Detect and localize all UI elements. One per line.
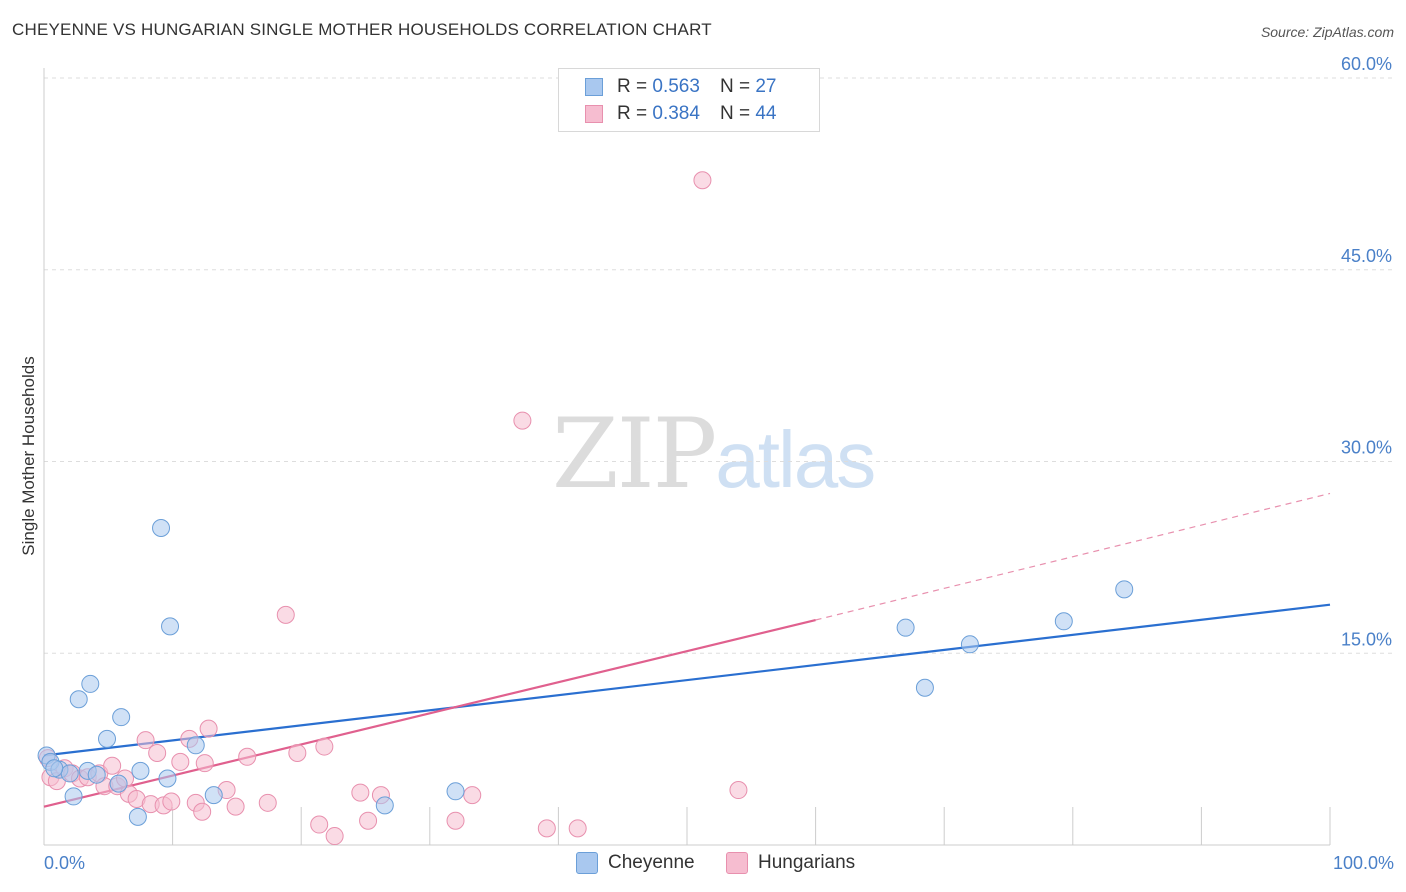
n-value: 27: [755, 76, 777, 97]
legend-row-hungarian: R = 0.384 N = 44: [585, 101, 776, 127]
cheyenne-point: [1115, 580, 1134, 599]
cheyenne-legend-swatch: [576, 852, 598, 874]
cheyenne-point: [186, 736, 205, 755]
series-legend: Cheyenne Hungarians: [0, 852, 1406, 878]
legend-item-hungarians[interactable]: Hungarians: [726, 852, 855, 874]
cheyenne-point: [131, 761, 150, 780]
hungarian-point: [171, 752, 190, 771]
trend-layer: [43, 492, 1331, 808]
hungarian-point: [288, 743, 307, 762]
hungarian-point: [103, 756, 122, 775]
hungarian-point: [136, 731, 155, 750]
legend-row-cheyenne: R = 0.563 N = 27: [585, 74, 776, 100]
hungarians-legend-swatch: [726, 852, 748, 874]
hungarian-point: [693, 171, 712, 190]
legend-label-hungarians: Hungarians: [758, 852, 856, 873]
hungarian-point: [513, 411, 532, 430]
cheyenne-point: [1054, 612, 1073, 631]
hungarian-point: [351, 783, 370, 802]
hungarian-point: [162, 792, 181, 811]
hungarian-point: [238, 747, 257, 766]
cheyenne-point: [896, 618, 915, 637]
cheyenne-point: [158, 769, 177, 788]
hungarian-point: [325, 827, 344, 846]
n-label: N =: [719, 76, 751, 97]
cheyenne-point: [128, 807, 147, 826]
hungarian-point: [359, 811, 378, 830]
cheyenne-point: [112, 708, 131, 727]
x-tick-label: 100.0%: [1333, 853, 1394, 873]
r-value: 0.384: [652, 103, 700, 124]
grid-layer: [44, 77, 1392, 654]
hungarian-point: [537, 819, 556, 838]
hungarian-point: [310, 815, 329, 834]
legend-item-cheyenne[interactable]: Cheyenne: [576, 852, 695, 874]
cheyenne-point: [960, 635, 979, 654]
hungarian-trend-extension: [815, 492, 1331, 621]
cheyenne-point: [64, 787, 83, 806]
cheyenne-point: [161, 617, 180, 636]
source-label: Source: ZipAtlas.com: [1260, 24, 1394, 40]
y-tick-label: 60.0%: [1341, 54, 1392, 74]
y-tick-label: 45.0%: [1341, 246, 1392, 266]
hungarian-point: [195, 754, 214, 773]
y-axis-title: Single Mother Households: [19, 356, 38, 555]
hungarian-point: [226, 797, 245, 816]
cheyenne-point: [81, 674, 100, 693]
cheyenne-point: [98, 729, 117, 748]
correlation-legend: R = 0.563 N = 27 R = 0.384 N = 44: [558, 68, 820, 132]
cheyenne-point: [446, 782, 465, 801]
axis-layer: [43, 68, 1331, 846]
cheyenne-swatch: [585, 78, 603, 96]
hungarian-point: [446, 811, 465, 830]
y-tick-label: 15.0%: [1341, 629, 1392, 649]
hungarian-point: [276, 605, 295, 624]
hungarian-point: [568, 819, 587, 838]
cheyenne-point: [109, 774, 128, 793]
r-value: 0.563: [652, 76, 700, 97]
cheyenne-point: [204, 786, 223, 805]
n-value: 44: [755, 103, 777, 124]
cheyenne-point: [69, 690, 88, 709]
cheyenne-trend-line: [43, 603, 1331, 757]
y-tick-label: 30.0%: [1341, 438, 1392, 458]
legend-label-cheyenne: Cheyenne: [608, 852, 695, 873]
cheyenne-point: [87, 765, 106, 784]
cheyenne-point: [375, 796, 394, 815]
cheyenne-point: [152, 518, 171, 537]
hungarian-point: [199, 719, 218, 738]
cheyenne-point: [45, 759, 64, 778]
r-label: R =: [617, 76, 648, 97]
cheyenne-point: [60, 764, 79, 783]
hungarian-point: [193, 802, 212, 821]
chart-title: CHEYENNE VS HUNGARIAN SINGLE MOTHER HOUS…: [12, 20, 712, 39]
points-layer: [37, 171, 1134, 846]
hungarian-point: [148, 743, 167, 762]
hungarian-swatch: [585, 105, 603, 123]
cheyenne-point: [915, 678, 934, 697]
r-label: R =: [617, 103, 648, 124]
hungarian-point: [315, 737, 334, 756]
label-layer: 15.0% 30.0% 45.0% 60.0% 0.0% 100.0% Single Mot…: [19, 54, 1394, 873]
n-label: N =: [719, 103, 751, 124]
x-tick-label: 0.0%: [44, 853, 85, 873]
hungarian-point: [463, 786, 482, 805]
hungarian-point: [258, 793, 277, 812]
hungarian-point: [729, 781, 748, 800]
